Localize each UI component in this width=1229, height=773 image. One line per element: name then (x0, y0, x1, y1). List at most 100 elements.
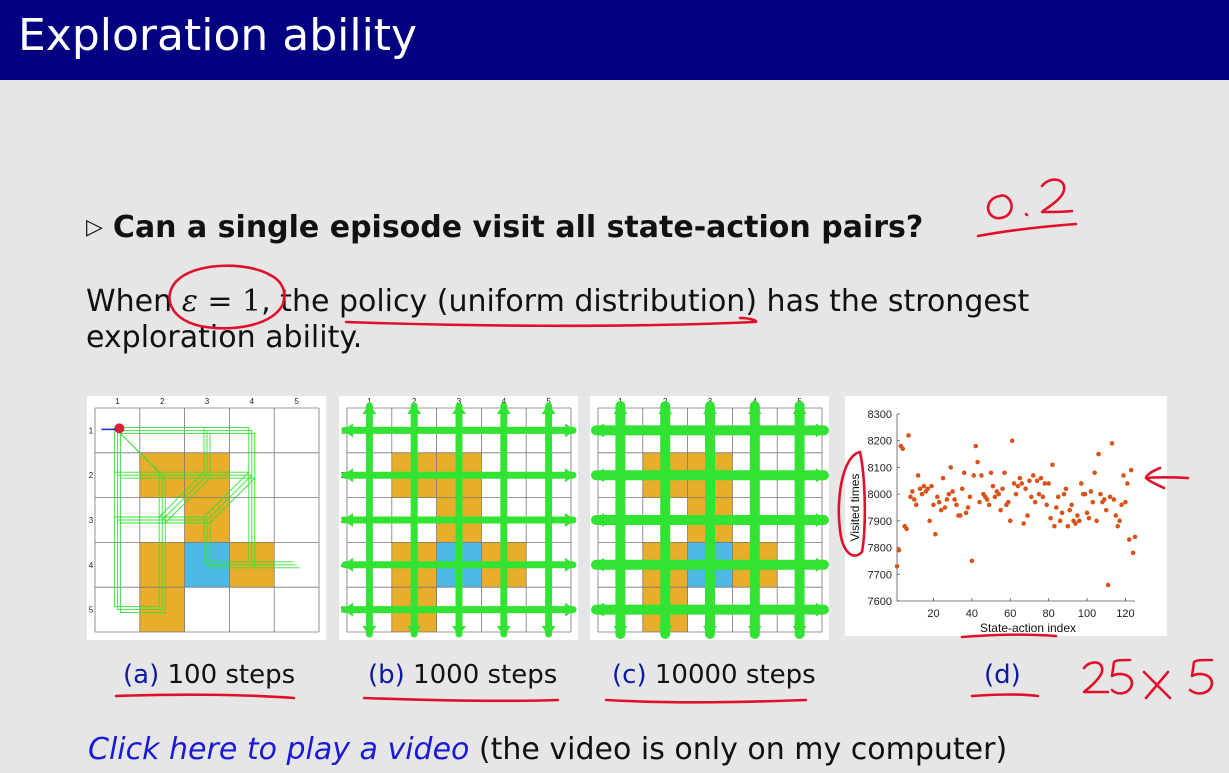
data-point (963, 510, 969, 516)
epsilon-symbol: ε (181, 284, 198, 319)
data-point (1105, 582, 1111, 588)
trajectory-path (119, 432, 300, 614)
body-mid: , the policy (uniform distribution) has … (261, 284, 1030, 319)
data-point (938, 507, 944, 513)
arrow-tip-icon (565, 513, 575, 527)
grid-col-label: 5 (294, 397, 299, 406)
ink-underline-a (114, 693, 296, 700)
data-point (1103, 507, 1109, 513)
arrow-tip-icon (362, 404, 377, 414)
y-tick-label: 8300 (868, 409, 892, 421)
trajectory-path (116, 429, 297, 611)
data-point (954, 502, 959, 508)
data-point (896, 547, 902, 553)
grid-row-label: 5 (89, 606, 94, 615)
data-point (1038, 475, 1044, 481)
epsilon-value: = 1 (197, 284, 262, 319)
ink-dot (1024, 212, 1029, 217)
caption-b-label: (b) (368, 660, 405, 690)
triangle-bullet-icon: ▷ (86, 215, 103, 240)
caption-b: (b) 1000 steps (368, 660, 557, 690)
data-point (948, 465, 954, 470)
x-tick-label: 20 (927, 608, 939, 620)
data-point (988, 470, 994, 476)
grid-panel-a: 1 2 3 4 5 1 2 3 4 5 (87, 396, 326, 640)
arrow-tip-icon (816, 513, 826, 527)
data-point (996, 491, 1002, 497)
data-point (1057, 518, 1063, 524)
x-axis-label: State-action index (980, 621, 1076, 635)
data-point (1065, 523, 1071, 529)
data-point (1046, 481, 1051, 486)
data-point (1113, 513, 1119, 518)
arrow-tip-icon (594, 557, 604, 572)
body-prefix: When (86, 284, 173, 319)
data-point (1036, 491, 1042, 497)
caption-a-text: 100 steps (159, 660, 296, 690)
data-point (986, 502, 992, 508)
grid-col-label: 5 (546, 397, 551, 406)
grid-col-label: 3 (457, 397, 462, 406)
data-point (1107, 494, 1113, 500)
data-point (971, 473, 977, 478)
arrow-tip-icon (792, 404, 807, 414)
arrow-tip-icon (747, 626, 762, 636)
caption-c-label: (c) (612, 660, 647, 690)
arrow-tip-icon (594, 423, 604, 438)
y-axis-label: Visited times (848, 474, 862, 542)
data-point (1042, 481, 1048, 486)
data-point (900, 446, 906, 452)
arrow-tip-icon (747, 404, 762, 414)
data-point (911, 497, 917, 502)
play-video-link[interactable]: Click here to play a video (88, 732, 470, 767)
arrow-tip-icon (565, 557, 575, 572)
title-bar: Exploration ability (0, 0, 1229, 80)
grid-row-label: 2 (89, 471, 94, 480)
data-point (1059, 510, 1065, 516)
data-point (958, 513, 963, 518)
ink-two (1040, 178, 1074, 214)
grid-col-label: 4 (250, 397, 255, 406)
arrow-tip-icon (594, 602, 604, 617)
data-point (961, 470, 967, 476)
y-tick-label: 8000 (868, 489, 892, 501)
data-point (1115, 523, 1121, 529)
data-point (1029, 494, 1034, 500)
arrow-tip-icon (658, 626, 673, 636)
data-point (910, 489, 915, 494)
data-point (946, 491, 952, 497)
data-point (1034, 478, 1040, 484)
arrow-tip-icon (816, 423, 826, 438)
data-point (1023, 486, 1028, 492)
data-point (1125, 481, 1130, 486)
data-point (1111, 497, 1117, 502)
caption-c-text: 10000 steps (646, 660, 816, 690)
data-point (1019, 481, 1025, 486)
ink-x (1142, 670, 1172, 700)
data-point (904, 526, 909, 532)
data-point (1096, 451, 1101, 457)
data-point (1000, 486, 1005, 492)
data-point (1055, 494, 1061, 500)
data-point (913, 502, 919, 508)
grid-row-label: 3 (89, 516, 94, 525)
arrow-tip-icon (343, 513, 353, 527)
data-point (1101, 497, 1107, 502)
arrow-tip-icon (565, 423, 575, 438)
data-point (973, 443, 978, 449)
data-point (1027, 478, 1032, 484)
data-point (979, 473, 984, 478)
x-tick-label: 100 (1078, 608, 1096, 620)
caption-a-label: (a) (123, 660, 160, 690)
data-point (1054, 505, 1059, 510)
ink-5a (1110, 658, 1134, 695)
arrow-tip-icon (594, 513, 604, 527)
data-point (1044, 502, 1050, 508)
data-point (927, 518, 932, 524)
arrow-tip-icon (541, 626, 556, 636)
data-point (1088, 489, 1094, 494)
arrow-tip-icon (362, 626, 377, 636)
data-point (1069, 502, 1074, 508)
caption-a: (a) 100 steps (123, 660, 295, 690)
